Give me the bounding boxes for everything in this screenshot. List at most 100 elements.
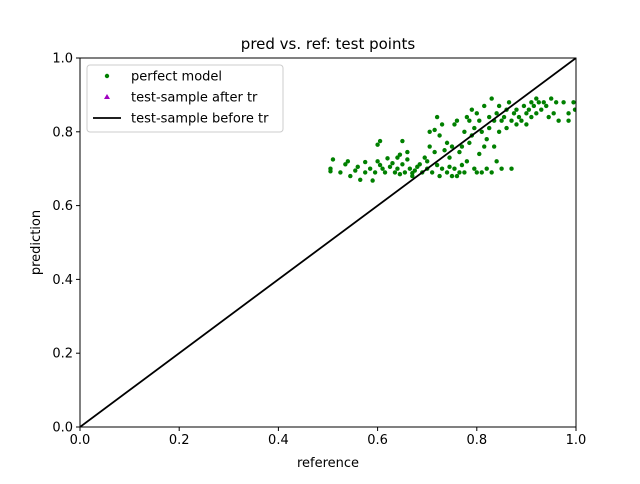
scatter-point xyxy=(477,151,482,157)
scatter-point xyxy=(467,118,472,123)
scatter-point xyxy=(469,107,475,112)
scatter-point xyxy=(454,173,460,179)
scatter-point xyxy=(375,142,380,147)
scatter-point xyxy=(494,159,499,164)
scatter-point xyxy=(375,159,380,164)
scatter-point xyxy=(382,170,388,175)
scatter-point xyxy=(412,168,417,173)
scatter-point xyxy=(444,170,450,175)
legend-entry-label: perfect model xyxy=(131,70,222,85)
legend-box xyxy=(86,64,284,133)
scatter-point xyxy=(556,118,561,123)
x-axis: 0.0 0.2 0.4 0.6 0.8 1.0 xyxy=(70,427,587,448)
scatter-point xyxy=(524,111,529,116)
scatter-point xyxy=(338,170,343,175)
scatter-point xyxy=(348,173,353,179)
scatter-point xyxy=(397,172,403,177)
scatter-point xyxy=(367,166,373,171)
scatter-point xyxy=(328,169,333,174)
scatter-point xyxy=(437,173,442,179)
axis-frame xyxy=(79,57,577,428)
scatter-point xyxy=(417,162,422,167)
scatter-point xyxy=(504,125,509,131)
x-tick-label: 0.0 xyxy=(70,433,91,448)
x-tick-label: 1.0 xyxy=(566,433,587,448)
x-tick-label: 0.8 xyxy=(466,433,487,448)
scatter-point xyxy=(489,170,494,175)
scatter-point xyxy=(345,159,351,164)
scatter-point xyxy=(472,125,477,131)
scatter-point xyxy=(405,157,410,162)
scatter-point xyxy=(571,100,576,105)
scatter-point xyxy=(474,111,479,116)
scatter-point xyxy=(551,111,556,116)
scatter-point xyxy=(459,162,465,168)
scatter-point xyxy=(487,114,492,120)
scatter-point xyxy=(452,122,457,127)
scatter-point xyxy=(447,164,452,170)
scatter-point xyxy=(427,129,432,134)
scatter-point xyxy=(484,136,489,142)
scatter-point xyxy=(457,170,462,175)
scatter-point xyxy=(561,100,566,105)
scatter-point xyxy=(459,144,465,149)
scatter-point xyxy=(529,114,534,120)
y-tick-label: 0.4 xyxy=(52,273,73,288)
scatter-point xyxy=(464,159,470,164)
y-tick-label: 0.6 xyxy=(52,199,73,214)
x-axis-label: reference xyxy=(297,456,359,471)
scatter-point xyxy=(377,138,383,144)
scatter-point xyxy=(377,162,383,168)
scatter-point xyxy=(330,157,336,162)
scatter-point xyxy=(474,170,479,175)
scatter-point xyxy=(496,129,502,134)
scatter-point xyxy=(479,170,484,175)
scatter-point xyxy=(432,149,437,155)
y-axis-label: prediction xyxy=(29,210,44,275)
scatter-point xyxy=(496,103,502,109)
scatter-point xyxy=(370,178,375,183)
scatter-point xyxy=(566,111,571,116)
legend-entry-label: test-sample after tr xyxy=(131,91,258,106)
scatter-point xyxy=(506,100,512,105)
scatter-point xyxy=(434,162,440,168)
legend-triangle-swatch xyxy=(104,94,110,99)
scatter-point xyxy=(452,166,457,171)
y-tick-label: 0.2 xyxy=(52,347,73,362)
scatter-point xyxy=(425,159,430,164)
scatter-point xyxy=(566,118,571,123)
x-tick-label: 0.2 xyxy=(169,433,190,448)
chart-title: pred vs. ref: test points xyxy=(241,35,416,53)
scatter-point xyxy=(363,159,368,165)
scatter-point xyxy=(400,162,405,167)
scatter-point xyxy=(432,127,437,133)
scatter-point xyxy=(501,114,507,120)
scatter-point xyxy=(355,164,360,170)
y-tick-label: 0.0 xyxy=(52,421,73,436)
scatter-point xyxy=(397,152,403,157)
scatter-point xyxy=(447,155,452,160)
scatter-point xyxy=(405,149,410,155)
scatter-point xyxy=(491,144,497,149)
scatter-point xyxy=(457,149,462,155)
scatter-point xyxy=(363,170,368,175)
plot-border xyxy=(79,57,577,428)
scatter-point xyxy=(524,122,529,127)
scatter-point xyxy=(489,96,494,101)
scatter-point xyxy=(407,166,413,171)
scatter-point xyxy=(449,173,455,179)
scatter-point xyxy=(390,160,395,166)
scatter-point xyxy=(437,133,442,138)
scatter-point xyxy=(539,107,544,112)
scatter-point xyxy=(487,125,492,131)
scatter-point xyxy=(529,100,534,105)
scatter-point xyxy=(395,155,400,160)
scatter-point xyxy=(467,140,472,146)
legend: perfect model test-sample after tr test-sa… xyxy=(86,64,284,133)
scatter-point xyxy=(482,103,487,109)
scatter-point xyxy=(499,166,504,171)
scatter-point xyxy=(516,114,522,120)
y-tick-label: 1.0 xyxy=(52,52,73,67)
scatter-point xyxy=(514,107,519,112)
